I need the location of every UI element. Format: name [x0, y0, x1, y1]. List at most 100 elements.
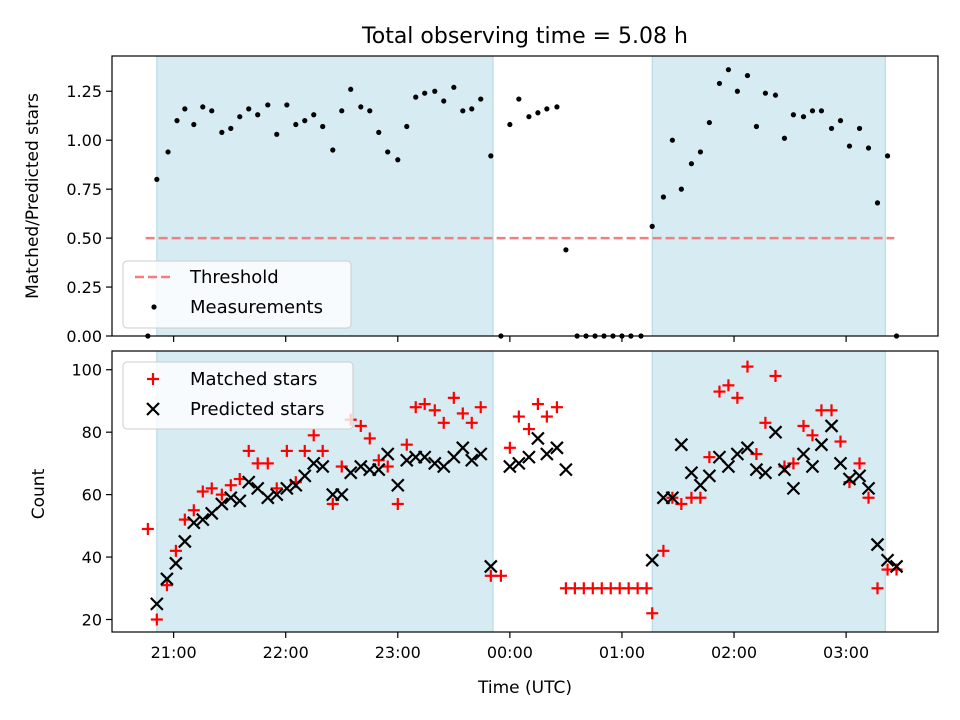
- measurement-point: [432, 88, 438, 94]
- predicted-star-point: [870, 537, 885, 552]
- top-data-marks: [145, 67, 900, 339]
- predicted-star-point: [522, 450, 536, 464]
- measurement-point: [725, 67, 732, 73]
- y-tick-label: 0.00: [66, 327, 102, 346]
- predicted-star-point: [150, 597, 164, 611]
- x-tick-label: 23:00: [375, 643, 421, 662]
- matched-star-point: [456, 407, 469, 420]
- matched-star-point: [806, 429, 819, 442]
- measurement-point: [837, 118, 844, 124]
- measurement-point: [165, 149, 171, 155]
- predicted-star-point: [280, 481, 294, 496]
- top-panel-ratio: 0.00 0.25 0.50 0.75 1.00 1.25 Matched/Predict…: [23, 55, 939, 346]
- matched-star-point: [196, 485, 209, 498]
- bottom-y-axis-label: Count: [29, 468, 49, 519]
- predicted-star-point: [224, 490, 238, 505]
- x-tick-label: 22:00: [263, 643, 309, 662]
- matched-star-point: [307, 429, 320, 442]
- measurement-point: [330, 147, 336, 153]
- predicted-star-point: [261, 490, 275, 505]
- predicted-star-point: [391, 478, 405, 493]
- matched-star-point: [862, 491, 875, 504]
- measurement-point: [697, 149, 703, 155]
- matched-star-point: [722, 379, 735, 392]
- matched-star-point: [713, 385, 726, 398]
- predicted-star-point: [880, 553, 895, 567]
- bottom-data-marks: [141, 360, 904, 626]
- measurement-point: [781, 135, 788, 141]
- measurement-point: [293, 121, 299, 128]
- predicted-star-point: [730, 447, 745, 461]
- measurement-point: [716, 80, 723, 87]
- predicted-star-point: [196, 512, 210, 527]
- predicted-star-point: [241, 475, 256, 489]
- matched-star-point: [853, 457, 866, 470]
- measurement-point: [678, 186, 684, 192]
- measurement-point: [856, 125, 863, 132]
- matched-stars-legend-label: Matched stars: [190, 369, 317, 390]
- matched-star-point: [242, 444, 255, 457]
- predicted-star-point: [178, 534, 192, 549]
- top-legend: Threshold Measurements: [122, 260, 352, 329]
- matched-star-point: [437, 416, 450, 429]
- measurement-point: [441, 98, 447, 104]
- matched-star-point: [540, 410, 553, 423]
- predicted-star-point: [559, 462, 573, 477]
- measurement-point: [790, 112, 797, 118]
- predicted-star-point: [371, 462, 386, 477]
- bottom-legend-box: [122, 361, 354, 430]
- measurement-point: [191, 121, 197, 128]
- matched-star-point: [169, 544, 182, 557]
- measurement-point: [688, 161, 695, 167]
- measurement-point: [563, 247, 569, 253]
- predicted-star-point: [380, 447, 395, 461]
- matched-star-point: [769, 369, 782, 382]
- bot-plot-frame: [111, 350, 939, 633]
- matched-star-point: [871, 582, 884, 595]
- matched-star-point: [550, 401, 563, 414]
- measurement-point: [451, 84, 457, 90]
- measurement-point: [460, 108, 466, 114]
- matched-star-point: [512, 410, 525, 423]
- matched-star-point: [694, 491, 707, 504]
- predicted-star-point: [645, 553, 659, 567]
- matched-star-point: [474, 401, 487, 414]
- figure-title: Total observing time = 5.08 h: [361, 24, 688, 49]
- measurement-point: [209, 108, 215, 114]
- x-tick-label: 02:00: [711, 643, 757, 662]
- matched-star-point: [731, 391, 744, 404]
- measurement-point: [762, 90, 769, 96]
- predicted-star-point: [306, 456, 321, 471]
- measurements-legend-label: Measurements: [190, 297, 323, 318]
- matched-star-point: [834, 435, 847, 448]
- bottom-axes: 21:00 22:00 23:00 00:00 01:00 02:00 03:00 20 40 6…: [71, 350, 939, 662]
- measurement-point: [311, 112, 317, 118]
- predicted-star-point: [187, 515, 201, 530]
- matched-star-point: [815, 404, 828, 417]
- measurement-point: [246, 106, 252, 112]
- predicted-stars-legend-label: Predicted stars: [190, 399, 324, 420]
- predicted-star-point: [343, 465, 358, 480]
- predicted-star-point: [721, 459, 736, 474]
- y-tick-label: 20: [82, 611, 102, 630]
- predicted-star-point: [473, 447, 488, 461]
- top-y-axis-label: Matched/Predicted stars: [23, 93, 43, 299]
- predicted-star-point: [674, 437, 689, 452]
- matched-star-point: [298, 444, 311, 457]
- matched-star-point: [141, 522, 154, 535]
- predicted-star-point: [334, 487, 349, 502]
- matched-star-point: [703, 451, 716, 464]
- measurement-point: [884, 153, 891, 159]
- matched-star-point: [178, 513, 191, 526]
- measurement-point: [544, 106, 550, 112]
- predicted-star-point: [160, 572, 174, 586]
- measurement-point: [469, 106, 475, 112]
- predicted-star-point: [169, 556, 183, 571]
- bottom-legend: Matched stars Predicted stars: [122, 361, 354, 430]
- measurement-point: [274, 131, 280, 137]
- predicted-star-point: [417, 450, 432, 464]
- matched-star-point: [428, 404, 441, 417]
- predicted-star-point: [777, 462, 792, 477]
- predicted-star-point: [861, 481, 876, 496]
- predicted-star-point: [354, 459, 368, 474]
